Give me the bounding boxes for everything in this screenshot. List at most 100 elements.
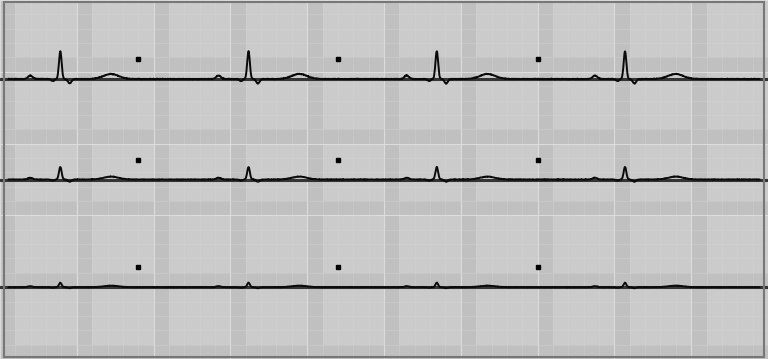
Bar [660, 330, 676, 345]
Bar [599, 158, 614, 172]
Bar [0, 273, 15, 287]
Bar [707, 258, 722, 273]
Bar [77, 129, 92, 144]
Bar [630, 201, 645, 215]
Bar [261, 129, 276, 144]
Bar [108, 230, 123, 244]
Bar [461, 187, 476, 201]
Bar [353, 230, 369, 244]
Bar [230, 43, 246, 57]
Bar [61, 43, 77, 57]
Bar [476, 201, 492, 215]
Bar [246, 287, 261, 302]
Bar [369, 273, 384, 287]
Bar [61, 72, 77, 86]
Bar [369, 345, 384, 359]
Bar [230, 14, 246, 29]
Bar [61, 187, 77, 201]
Bar [476, 72, 492, 86]
Bar [323, 230, 338, 244]
Bar [353, 273, 369, 287]
Bar [614, 287, 630, 302]
Bar [630, 172, 645, 187]
Bar [0, 158, 15, 172]
Bar [445, 258, 461, 273]
Bar [184, 273, 200, 287]
Bar [323, 287, 338, 302]
Bar [707, 287, 722, 302]
Bar [307, 316, 323, 330]
Bar [553, 158, 568, 172]
Bar [691, 172, 707, 187]
Bar [138, 72, 154, 86]
Bar [323, 144, 338, 158]
Bar [553, 244, 568, 258]
Bar [737, 201, 753, 215]
Bar [476, 86, 492, 101]
Bar [691, 187, 707, 201]
Bar [553, 330, 568, 345]
Bar [707, 316, 722, 330]
Bar [584, 57, 599, 72]
Bar [92, 273, 108, 287]
Bar [522, 0, 538, 14]
Bar [15, 72, 31, 86]
Bar [461, 244, 476, 258]
Bar [522, 101, 538, 115]
Bar [246, 144, 261, 158]
Bar [246, 187, 261, 201]
Bar [691, 330, 707, 345]
Bar [476, 187, 492, 201]
Bar [384, 29, 399, 43]
Bar [61, 201, 77, 215]
Bar [123, 43, 138, 57]
Bar [461, 29, 476, 43]
Bar [61, 101, 77, 115]
Bar [200, 187, 215, 201]
Bar [492, 330, 507, 345]
Bar [15, 14, 31, 29]
Bar [261, 187, 276, 201]
Bar [31, 273, 46, 287]
Bar [200, 230, 215, 244]
Bar [461, 57, 476, 72]
Bar [15, 187, 31, 201]
Bar [184, 158, 200, 172]
Bar [553, 230, 568, 244]
Bar [200, 172, 215, 187]
Bar [15, 345, 31, 359]
Bar [215, 101, 230, 115]
Bar [200, 273, 215, 287]
Bar [138, 287, 154, 302]
Bar [323, 0, 338, 14]
Bar [61, 29, 77, 43]
Bar [630, 287, 645, 302]
Bar [614, 72, 630, 86]
Bar [77, 345, 92, 359]
Bar [15, 144, 31, 158]
Bar [353, 0, 369, 14]
Bar [522, 129, 538, 144]
Bar [353, 43, 369, 57]
Bar [338, 273, 353, 287]
Bar [108, 158, 123, 172]
Bar [553, 14, 568, 29]
Bar [415, 244, 430, 258]
Bar [138, 57, 154, 72]
Bar [15, 101, 31, 115]
Bar [753, 201, 768, 215]
Bar [614, 230, 630, 244]
Bar [307, 273, 323, 287]
Bar [384, 302, 399, 316]
Bar [722, 29, 737, 43]
Bar [645, 302, 660, 316]
Bar [307, 144, 323, 158]
Bar [123, 201, 138, 215]
Bar [77, 258, 92, 273]
Bar [476, 273, 492, 287]
Bar [538, 158, 553, 172]
Bar [568, 72, 584, 86]
Bar [415, 29, 430, 43]
Bar [184, 258, 200, 273]
Bar [46, 273, 61, 287]
